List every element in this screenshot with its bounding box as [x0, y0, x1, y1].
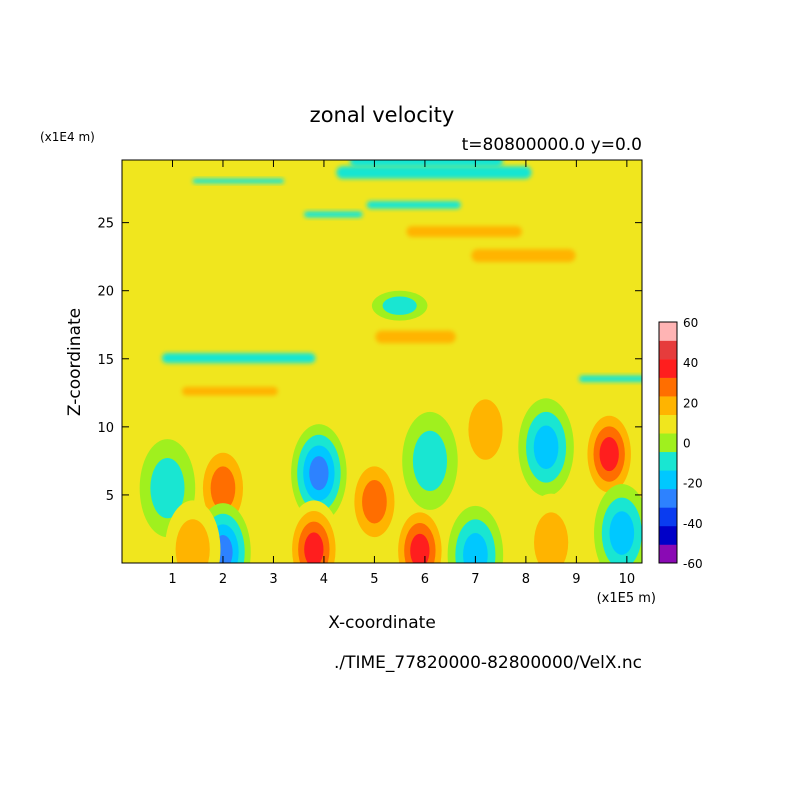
colorbar-cell — [659, 340, 677, 360]
x-tick-label: 6 — [421, 572, 429, 587]
colorbar-cell — [659, 414, 677, 434]
velocity-cell — [457, 380, 514, 479]
contour-level — [599, 437, 619, 472]
heatmap-field — [122, 160, 642, 563]
velocity-cell — [581, 405, 637, 504]
contour-level — [412, 430, 448, 492]
x-scale-label: (x1E5 m) — [597, 591, 656, 606]
x-tick-label: 5 — [370, 572, 378, 587]
field-band — [304, 211, 363, 218]
field-bands — [161, 160, 642, 396]
contour-level — [362, 479, 387, 524]
x-tick-label: 9 — [572, 572, 580, 587]
colorbar-cell — [659, 322, 677, 341]
field-band — [336, 166, 532, 179]
plot-frame — [121, 159, 643, 564]
colorbar-cell — [659, 507, 677, 527]
contour-level — [463, 533, 488, 563]
colorbar-cell — [659, 451, 677, 471]
velocity-cell — [371, 290, 428, 321]
x-tick-label: 1 — [168, 572, 176, 587]
colorbar-cell — [659, 433, 677, 453]
field-band — [406, 226, 522, 238]
y-axis: 5 10 15 20 25 — [97, 217, 642, 504]
colorbar-tick-label: -40 — [683, 517, 703, 531]
velocity-cell — [523, 493, 579, 563]
contour-level — [309, 456, 329, 491]
x-tick-label: 10 — [619, 572, 636, 587]
chart-subtitle: t=80800000.0 y=0.0 — [462, 135, 642, 155]
contour-level — [304, 532, 324, 563]
contour-level — [533, 425, 559, 470]
chart-title: zonal velocity — [310, 103, 455, 127]
contour-level — [150, 457, 185, 519]
contour-level — [468, 399, 503, 460]
velocity-cell — [518, 398, 574, 497]
field-band — [192, 178, 284, 184]
velocity-cell — [392, 501, 448, 563]
x-tick-label: 3 — [269, 572, 277, 587]
colorbar-cell — [659, 470, 677, 490]
x-tick-label: 8 — [522, 572, 530, 587]
y-tick-label: 10 — [97, 421, 114, 436]
field-cells — [132, 290, 642, 563]
y-tick-label: 25 — [97, 217, 114, 232]
x-tick-label: 2 — [219, 572, 227, 587]
velocity-cell — [447, 505, 504, 563]
colorbar-cell — [659, 525, 677, 545]
velocity-cell — [291, 424, 347, 523]
colorbar-frame — [658, 321, 678, 564]
velocity-cell — [286, 500, 342, 563]
y-tick-label: 20 — [97, 285, 114, 300]
contour-level — [175, 519, 210, 563]
y-tick-label: 5 — [106, 489, 114, 504]
field-band — [471, 249, 576, 263]
x-tick-label: 7 — [471, 572, 479, 587]
field-band — [182, 386, 278, 396]
colorbar-cell — [659, 359, 677, 378]
y-tick-label: 15 — [97, 353, 114, 368]
colorbar-tick-label: 60 — [683, 316, 698, 330]
colorbar-cell — [659, 544, 677, 564]
velocity-cell — [346, 452, 403, 551]
contour-level — [609, 511, 635, 555]
x-tick-label: 4 — [320, 572, 328, 587]
contour-level — [210, 466, 236, 510]
colorbar-cell — [659, 396, 677, 415]
colorbar-tick-label: -60 — [683, 557, 703, 571]
field-band — [366, 201, 461, 209]
field-band — [375, 330, 456, 344]
x-axis-label: X-coordinate — [328, 613, 436, 633]
field-band — [579, 375, 642, 383]
contour-level — [410, 533, 430, 563]
field-band — [349, 160, 503, 168]
field-band — [161, 353, 316, 364]
velocity-cell — [402, 411, 458, 510]
y-scale-label: (x1E4 m) — [40, 130, 95, 144]
colorbar-tick-label: -20 — [683, 477, 703, 491]
velocity-cell — [594, 484, 642, 563]
contour-level — [534, 512, 569, 563]
colorbar-tick-label: 20 — [683, 396, 698, 410]
x-axis: 1 2 3 4 5 6 7 8 9 10 — [168, 160, 635, 587]
colorbar: 60 40 20 0 -20 -40 -60 — [658, 316, 703, 571]
velocity-cell — [164, 500, 221, 563]
file-label: ./TIME_77820000-82800000/VelX.nc — [334, 653, 642, 673]
colorbar-cell — [659, 377, 677, 397]
contour-level — [382, 296, 417, 315]
colorbar-cell — [659, 488, 677, 508]
y-axis-label: Z-coordinate — [65, 308, 85, 416]
colorbar-tick-label: 40 — [683, 356, 698, 370]
colorbar-tick-label: 0 — [683, 437, 691, 451]
